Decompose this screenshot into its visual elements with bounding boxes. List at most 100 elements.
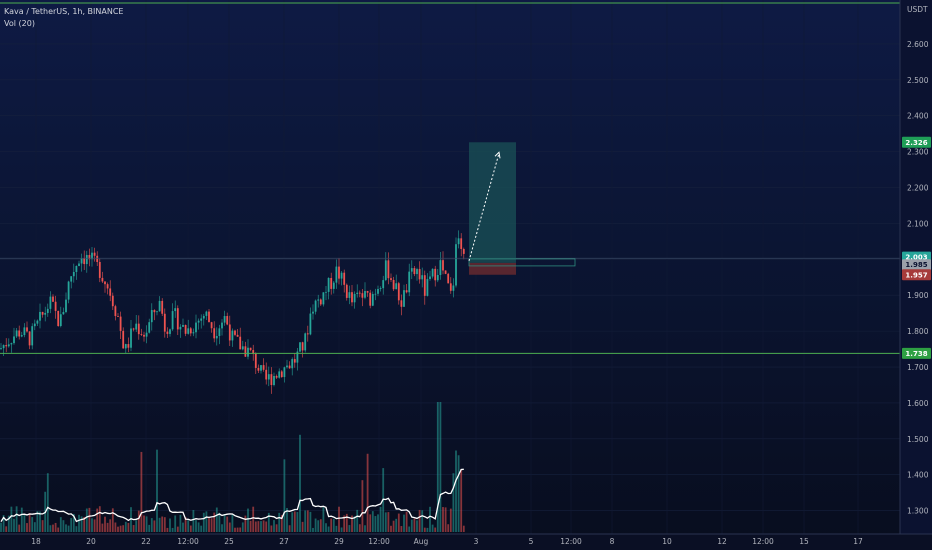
candle-body [241, 346, 244, 350]
volume-bar [137, 510, 140, 532]
time-tick-label: 12:00 [560, 537, 582, 546]
time-tick-label: 8 [610, 537, 615, 546]
volume-bar [338, 506, 340, 532]
volume-bar [286, 507, 288, 532]
volume-bar [322, 507, 325, 532]
candle-body [127, 344, 130, 348]
candle-body [358, 292, 361, 294]
candle-body [109, 288, 112, 296]
candle-body [15, 330, 18, 337]
volume-bar [145, 516, 148, 532]
candle-body [150, 310, 153, 323]
entry-rectangle [468, 258, 576, 267]
volume-bar [117, 526, 119, 532]
candle-body [314, 300, 317, 312]
candle-body [392, 279, 395, 290]
volume-bar [135, 520, 138, 532]
candle-body [88, 254, 91, 260]
candle-body [293, 359, 296, 363]
price-tick-label: 2.300 [907, 148, 929, 157]
volume-bar [241, 522, 244, 532]
volume-bar [356, 509, 359, 532]
volume-bar [213, 512, 216, 532]
candle-body [254, 353, 257, 368]
volume-bar [239, 527, 242, 532]
support-price-badge: 1.738 [905, 350, 927, 358]
candle-body [31, 326, 34, 346]
time-axis[interactable]: 18 20 22 12:00 25 27 29 12:00 Aug 3 5 12:00 8 10 12 12:… [0, 533, 932, 550]
candle-body [343, 272, 346, 285]
volume-bar [101, 523, 104, 532]
candle-body [364, 291, 366, 298]
volume-bar [387, 512, 390, 532]
volume-bar [104, 516, 106, 532]
volume-indicator-title[interactable]: Vol (20) [4, 19, 35, 28]
volume-bar [148, 524, 151, 532]
time-tick-label: 29 [334, 537, 344, 546]
volume-bar [88, 507, 91, 532]
candle-body [0, 348, 2, 350]
candle-body [371, 294, 374, 306]
candle-body [400, 300, 403, 307]
volume-bar [314, 518, 317, 532]
candle-body [449, 283, 452, 291]
volume-bar [197, 522, 200, 532]
volume-bar [436, 402, 439, 532]
symbol-title[interactable]: Kava / TetherUS, 1h, BINANCE [4, 7, 124, 16]
candle-body [239, 336, 242, 350]
drawings[interactable] [0, 2, 900, 354]
volume-bar [124, 521, 127, 532]
candle-body [288, 365, 291, 369]
volume-bar [41, 520, 44, 532]
candle-body [39, 311, 41, 321]
volume-bar [267, 512, 270, 532]
volume-bar [460, 469, 463, 532]
candle-body [356, 292, 359, 294]
candle-body [184, 324, 187, 334]
volume-bar [429, 506, 431, 532]
candle-body [223, 316, 226, 323]
volume-bar [215, 507, 218, 532]
volume-bar [93, 519, 96, 532]
price-tick-label: 1.500 [907, 435, 929, 444]
price-tick-label: 1.400 [907, 471, 929, 480]
candle-body [213, 328, 216, 339]
volume-bar [202, 512, 205, 532]
candle-body [267, 374, 270, 380]
volume-bar [418, 509, 421, 532]
time-tick-label: 10 [662, 537, 672, 546]
volume-bar [416, 520, 418, 532]
time-tick-label: 12:00 [752, 537, 774, 546]
candle-body [124, 344, 127, 349]
candle-body [106, 284, 109, 289]
candle-body [447, 273, 450, 284]
candle-body [390, 278, 392, 280]
candle-body [244, 346, 247, 357]
volume-bar [189, 525, 192, 532]
volume-bar [283, 459, 286, 532]
candle-body [283, 367, 286, 378]
volume-bar [247, 508, 249, 532]
volume-bar [208, 518, 210, 532]
volume-bar [273, 520, 275, 532]
volume-bar [156, 449, 158, 532]
candle-body [340, 272, 343, 279]
candle-body [26, 327, 28, 332]
price-axis[interactable]: USDT2.6002.5002.4002.3002.2002.1002.0001… [899, 0, 932, 550]
volume-bar [434, 527, 437, 532]
volume-bar [353, 516, 356, 532]
volume-bar [15, 506, 18, 532]
volume-bar [244, 515, 247, 532]
volume-bar [62, 520, 65, 532]
volume-bar [275, 524, 278, 532]
candle-body [93, 252, 96, 256]
candle-body [153, 310, 156, 313]
candle-body [236, 334, 239, 337]
candle-body [418, 269, 421, 280]
target-price-badge: 2.326 [905, 139, 927, 147]
volume-bar [379, 506, 382, 532]
volume-bar [462, 525, 465, 532]
candle-body [210, 322, 213, 329]
candle-body [319, 299, 322, 305]
